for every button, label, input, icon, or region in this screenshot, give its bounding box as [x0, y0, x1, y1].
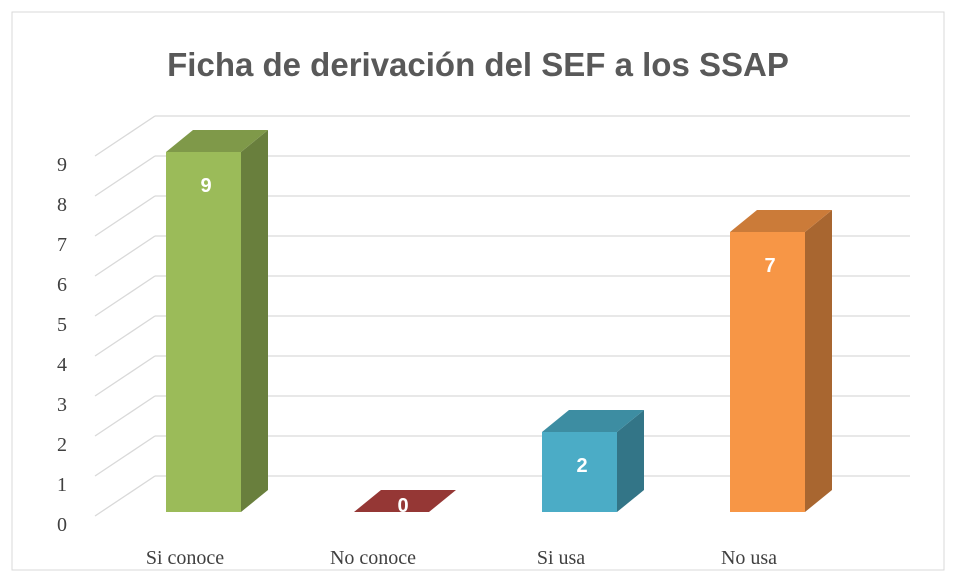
y-tick-label: 0 [57, 514, 67, 536]
bar-top [730, 210, 832, 232]
grid-line-side [94, 235, 156, 277]
grid-line-side [94, 355, 156, 397]
y-tick-label: 3 [57, 394, 67, 416]
bar-top [166, 130, 268, 152]
bar-side [805, 210, 832, 512]
x-tick-label: Si usa [537, 547, 585, 569]
y-tick-label: 1 [57, 474, 67, 496]
bar [166, 130, 268, 512]
x-tick-label: No usa [721, 547, 777, 569]
grid-line-side [94, 275, 156, 317]
bar [730, 210, 832, 512]
y-tick-label: 4 [57, 354, 67, 376]
data-label: 0 [397, 495, 408, 517]
grid-line-side [94, 155, 156, 197]
bar-top [354, 490, 456, 512]
x-tick-label: Si conoce [146, 547, 224, 569]
grid-line-side [94, 395, 156, 437]
grid-line-side [94, 315, 156, 357]
y-tick-label: 7 [57, 234, 67, 256]
data-label: 7 [764, 255, 775, 277]
bar-front [542, 432, 617, 512]
bar [542, 410, 644, 512]
grid-line-side [94, 475, 156, 517]
y-tick-label: 5 [57, 314, 67, 336]
chart-title: Ficha de derivación del SEF a los SSAP [167, 46, 789, 83]
bar-front [166, 152, 241, 512]
bar-side [241, 130, 268, 512]
bar-front [730, 232, 805, 512]
grid-line-side [94, 195, 156, 237]
bar [354, 490, 456, 512]
y-tick-label: 2 [57, 434, 67, 456]
y-tick-label: 6 [57, 274, 67, 296]
y-tick-label: 8 [57, 194, 67, 216]
data-label: 2 [576, 455, 587, 477]
y-tick-label: 9 [57, 154, 67, 176]
bar-side [617, 410, 644, 512]
x-tick-label: No conoce [330, 547, 416, 569]
grid-line-side [94, 435, 156, 477]
grid-line-side [94, 115, 156, 157]
data-label: 9 [200, 175, 211, 197]
bar-top [542, 410, 644, 432]
